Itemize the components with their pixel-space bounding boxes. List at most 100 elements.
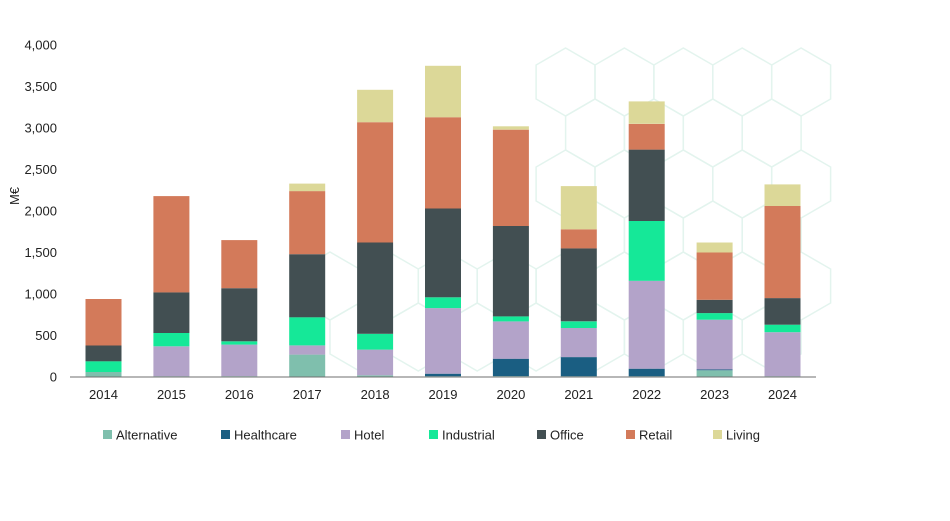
bar-segment-office-2015: [153, 292, 190, 333]
bar-segment-retail-2017: [289, 191, 326, 255]
bar-segment-living-2020: [492, 126, 529, 130]
bar-segment-living-2024: [764, 184, 801, 206]
legend-label-industrial: Industrial: [442, 428, 495, 443]
bar-segment-retail-2018: [357, 122, 394, 243]
hexagon-shape: [535, 47, 596, 117]
bar-segment-retail-2022: [628, 123, 665, 150]
bar-segment-living-2023: [696, 242, 733, 253]
bar-segment-healthcare-2023: [696, 369, 733, 371]
legend-label-office: Office: [550, 428, 584, 443]
bar-segment-retail-2021: [560, 229, 597, 249]
bar-segment-office-2020: [492, 225, 529, 317]
bar-segment-hotel-2023: [696, 319, 733, 370]
legend: Alternative Healthcare Hotel Industrial Offi…: [103, 428, 760, 443]
bar-segment-retail-2016: [221, 240, 258, 289]
legend-swatch-hotel: [341, 430, 350, 439]
y-tick-label: 1,500: [24, 245, 57, 260]
bar-segment-office-2022: [628, 149, 665, 221]
y-tick-label: 4,000: [24, 38, 57, 53]
bar-segment-office-2023: [696, 299, 733, 314]
bar-segment-hotel-2017: [289, 345, 326, 355]
x-tick-label: 2015: [157, 387, 186, 402]
bar-segment-industrial-2019: [425, 297, 461, 309]
hexagon-shape: [712, 149, 773, 219]
bar-segment-living-2022: [628, 101, 665, 124]
legend-swatch-healthcare: [221, 430, 230, 439]
y-tick-label: 1,000: [24, 287, 57, 302]
legend-swatch-retail: [626, 430, 635, 439]
bar-segment-hotel-2022: [628, 280, 665, 369]
y-tick-label: 0: [50, 370, 57, 385]
bar-segment-healthcare-2019: [425, 373, 461, 377]
x-axis-ticks: 2014 2015 2016 2017 2018 2019 2020 2021 2022 2023…: [89, 387, 797, 402]
hexagon-shape: [741, 98, 802, 168]
bar-segment-industrial-2018: [357, 333, 394, 350]
y-tick-label: 500: [35, 328, 57, 343]
bar-segment-hotel-2024: [764, 332, 801, 377]
bar-segment-hotel-2018: [357, 349, 394, 376]
bar-segment-industrial-2023: [696, 313, 733, 320]
bar-segment-hotel-2020: [492, 321, 529, 359]
x-tick-label: 2020: [496, 387, 525, 402]
bar-segment-healthcare-2020: [492, 358, 529, 377]
bars: [85, 65, 801, 377]
y-tick-label: 2,500: [24, 162, 57, 177]
bar-segment-industrial-2022: [628, 221, 665, 281]
legend-label-hotel: Hotel: [354, 428, 384, 443]
legend-label-living: Living: [726, 428, 760, 443]
bar-segment-industrial-2014: [85, 361, 122, 372]
bar-segment-alternative-2023: [696, 370, 733, 377]
x-tick-label: 2017: [293, 387, 322, 402]
hexagon-shape: [770, 47, 832, 117]
legend-swatch-office: [537, 430, 546, 439]
bar-segment-living-2018: [357, 89, 394, 123]
bar-segment-industrial-2024: [764, 324, 801, 333]
bar-segment-industrial-2021: [560, 321, 597, 328]
x-tick-label: 2022: [632, 387, 661, 402]
x-tick-label: 2021: [564, 387, 593, 402]
bar-segment-office-2021: [560, 248, 597, 322]
legend-swatch-industrial: [429, 430, 438, 439]
bar-segment-healthcare-2021: [560, 357, 597, 377]
bar-segment-retail-2024: [764, 206, 801, 299]
x-tick-label: 2019: [429, 387, 458, 402]
x-tick-label: 2023: [700, 387, 729, 402]
bar-segment-retail-2020: [492, 129, 529, 226]
y-axis-title: M€: [7, 186, 22, 205]
bar-segment-industrial-2020: [492, 316, 529, 322]
bar-segment-office-2024: [764, 298, 801, 325]
bar-segment-hotel-2019: [425, 308, 461, 374]
bar-segment-alternative-2018: [357, 375, 394, 377]
x-tick-label: 2018: [361, 387, 390, 402]
x-tick-label: 2014: [89, 387, 118, 402]
hexagon-shape: [682, 98, 743, 168]
legend-swatch-alternative: [103, 430, 112, 439]
hexagon-shape: [564, 98, 626, 168]
bar-segment-office-2016: [221, 288, 258, 342]
bar-segment-hotel-2015: [153, 346, 190, 377]
bar-segment-alternative-2014: [85, 372, 122, 377]
x-tick-label: 2016: [225, 387, 254, 402]
bar-segment-alternative-2017: [289, 354, 326, 377]
hexagon-shape: [712, 47, 773, 117]
y-tick-label: 3,500: [24, 79, 57, 94]
legend-label-retail: Retail: [639, 428, 672, 443]
bar-segment-office-2019: [425, 208, 461, 298]
bar-segment-office-2018: [357, 242, 394, 334]
y-axis-ticks: 0 500 1,000 1,500 2,000 2,500 3,000 3,500 4,000: [24, 38, 57, 385]
bar-segment-hotel-2016: [221, 344, 258, 377]
bar-segment-living-2021: [560, 186, 597, 230]
x-tick-label: 2024: [768, 387, 797, 402]
legend-label-healthcare: Healthcare: [234, 428, 297, 443]
bar-segment-hotel-2021: [560, 328, 597, 358]
bar-segment-living-2019: [425, 65, 461, 118]
y-tick-label: 2,000: [24, 204, 57, 219]
legend-label-alternative: Alternative: [116, 428, 177, 443]
y-tick-label: 3,000: [24, 121, 57, 136]
bar-segment-retail-2023: [696, 252, 733, 300]
bar-segment-retail-2019: [425, 117, 461, 209]
bar-segment-retail-2014: [85, 299, 122, 346]
bar-segment-office-2017: [289, 254, 326, 318]
bar-segment-healthcare-2022: [628, 368, 665, 377]
